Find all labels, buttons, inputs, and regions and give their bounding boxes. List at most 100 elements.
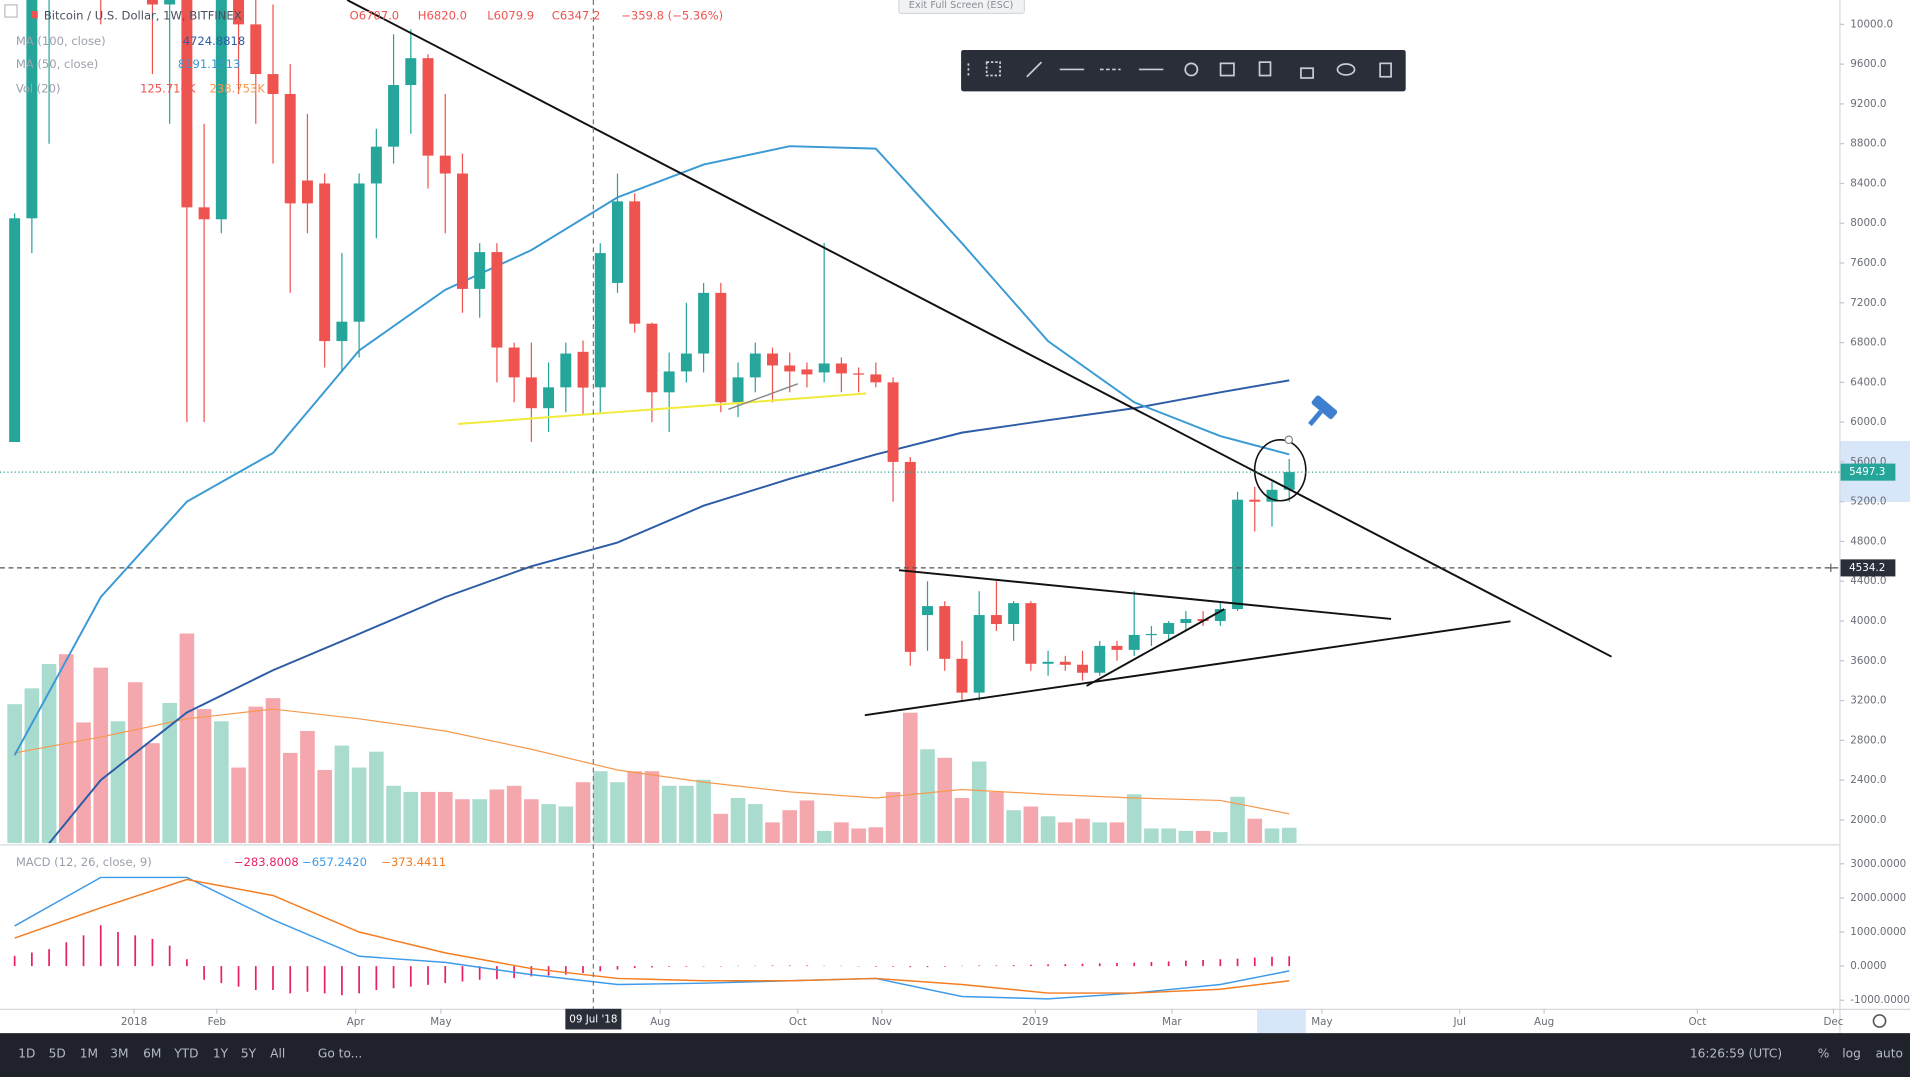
macd-tick-label: 2000.0000 [1850, 892, 1906, 904]
volume-bar [989, 791, 1004, 844]
hammer-head [1311, 395, 1338, 420]
range-button[interactable]: 1M [80, 1046, 98, 1060]
volume-bar [351, 767, 367, 844]
pen-tool[interactable] [1026, 61, 1043, 78]
crosshair-price-label: 4534.2 [1849, 562, 1885, 574]
settings[interactable] [1184, 62, 1199, 77]
delete[interactable] [1379, 62, 1392, 78]
volume-bar [369, 751, 384, 844]
candle-body [818, 363, 830, 373]
volume-bar [610, 782, 625, 844]
volume-bar [541, 804, 556, 844]
hammer-handle [1308, 409, 1323, 427]
volume-bar [265, 698, 281, 844]
auto-toggle[interactable]: auto [1876, 1046, 1903, 1060]
volume-bar [24, 688, 40, 844]
y-tick-label: 3600.0 [1850, 655, 1886, 667]
candle-body [939, 606, 951, 659]
range-button[interactable]: 1Y [213, 1046, 229, 1060]
macd-legend-value: −373.4411 [381, 855, 446, 869]
candle-body [370, 146, 382, 184]
lock[interactable] [1300, 67, 1314, 79]
candle-body [767, 353, 778, 366]
candle-body [164, 0, 176, 5]
volume-legend-value: 125.716K [140, 81, 196, 95]
candle-body [594, 253, 606, 388]
candle-body [646, 323, 658, 393]
candle-body [1145, 633, 1157, 636]
volume-bar [730, 798, 746, 844]
candle-body [1163, 623, 1175, 634]
volume-bar [920, 749, 935, 844]
range-button[interactable]: 1D [18, 1046, 35, 1060]
y-tick-label: 5200.0 [1850, 496, 1886, 508]
range-button[interactable]: 5Y [241, 1046, 257, 1060]
range-button[interactable]: 5D [49, 1046, 66, 1060]
candle-body [973, 615, 985, 693]
candle-body [181, 0, 193, 208]
log-toggle[interactable]: log [1842, 1046, 1861, 1060]
hammer-icon [1308, 395, 1338, 427]
legend-toggle[interactable] [4, 4, 18, 18]
drawing-toolbar [961, 49, 1406, 92]
goto-button[interactable]: Go to... [318, 1046, 362, 1060]
volume-bar [1247, 818, 1263, 844]
candle-body [405, 58, 417, 86]
volume-bar [1057, 822, 1073, 844]
trendline [1086, 608, 1225, 687]
volume-bar [41, 663, 57, 844]
x-tick-label: May [430, 1016, 451, 1028]
volume-bar [127, 682, 143, 844]
crosshair-plus: + [1825, 561, 1836, 576]
candle-body [784, 365, 796, 372]
volume-bar [1006, 810, 1021, 844]
candle-body [1180, 619, 1192, 624]
exit-fullscreen-button[interactable] [898, 0, 1026, 15]
range-button[interactable]: YTD [173, 1046, 198, 1060]
layers[interactable] [1219, 62, 1235, 77]
volume-bar [1230, 796, 1245, 844]
volume-bar [627, 771, 643, 844]
ma-line [48, 379, 1290, 844]
volume-bar [282, 752, 298, 844]
candle-body [835, 363, 847, 374]
ma-legend-value: 8191.1513 [178, 57, 241, 71]
range-button[interactable]: All [270, 1046, 285, 1060]
visibility[interactable] [1336, 63, 1356, 76]
crosshair-price-tag [1840, 559, 1896, 577]
volume-bar [1144, 828, 1159, 844]
exit-fullscreen[interactable]: Exit Full Screen (ESC) [898, 0, 1026, 15]
drawing-toolbar-bg [961, 49, 1406, 92]
legend-swatch [31, 10, 38, 19]
volume-bar [661, 785, 677, 844]
ma-lines [13, 145, 1290, 844]
y-tick-label: 2000.0 [1850, 814, 1886, 826]
volume-bar [765, 822, 780, 844]
candle-body [1077, 664, 1089, 673]
clone[interactable] [1258, 61, 1272, 77]
volume-bar [524, 799, 539, 844]
y-tick-label: 4000.0 [1850, 615, 1886, 627]
ma-line [13, 145, 1290, 756]
y-tick-label: 10000.0 [1850, 18, 1893, 30]
bottom-bar-bg [0, 1033, 1910, 1077]
drawings [346, 0, 1613, 717]
candle-body [611, 201, 623, 283]
ma-legend-value: 4724.8818 [183, 34, 246, 48]
percent-toggle[interactable]: % [1818, 1046, 1830, 1060]
volume-bar [248, 706, 264, 844]
range-button[interactable]: 3M [110, 1046, 128, 1060]
candle-body [870, 374, 882, 383]
select-tool[interactable] [985, 61, 1001, 77]
volume-bar [575, 782, 591, 844]
candle-body [146, 0, 158, 5]
candle-body [1232, 499, 1244, 610]
volume-bar [93, 667, 109, 844]
candle-body [284, 93, 296, 204]
bottom-bar: 1D 5D 1M 3M 6M YTD 1Y 5Y All Go to... 16:26:59 (… [0, 1033, 1910, 1077]
y-tick-label: 4800.0 [1850, 535, 1886, 547]
volume-bar [679, 785, 694, 844]
range-button[interactable]: 6M [143, 1046, 161, 1060]
settings-gear[interactable] [1872, 1014, 1887, 1028]
candle-body [1042, 661, 1054, 664]
